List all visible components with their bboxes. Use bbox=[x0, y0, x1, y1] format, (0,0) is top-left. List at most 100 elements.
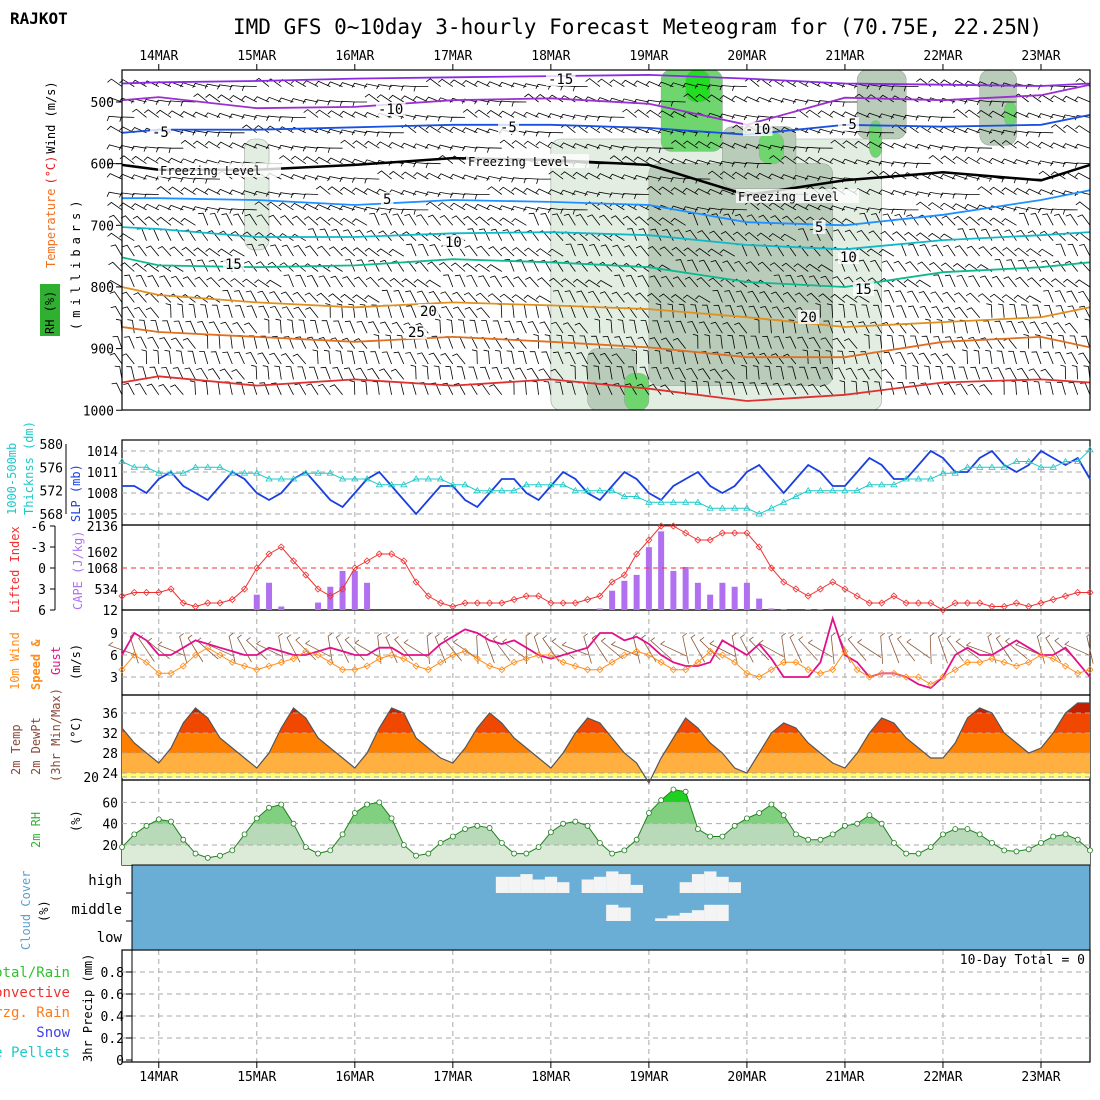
wind-barb bbox=[217, 248, 233, 257]
isotherm--10 bbox=[121, 83, 1091, 126]
wind-barb bbox=[1017, 321, 1030, 334]
wind-barb bbox=[438, 202, 454, 211]
wind-barb bbox=[564, 351, 576, 365]
wind-barb bbox=[835, 320, 846, 334]
wind-barb-10m bbox=[344, 636, 365, 661]
wind-barb bbox=[204, 206, 221, 213]
wind-barb bbox=[1030, 213, 1042, 226]
wind-barb bbox=[841, 158, 858, 165]
rh-marker bbox=[915, 850, 922, 857]
wind-barb bbox=[566, 381, 576, 395]
wind-barb bbox=[854, 112, 870, 118]
rh-marker bbox=[645, 810, 652, 816]
wind-barb bbox=[376, 84, 392, 90]
rh-marker bbox=[719, 833, 726, 840]
wind-barb bbox=[683, 294, 699, 303]
wind-barb bbox=[229, 249, 245, 257]
wind-barb bbox=[514, 229, 527, 241]
wind-barb bbox=[1077, 214, 1091, 226]
rh-marker bbox=[682, 788, 689, 795]
wind-barb-10m bbox=[542, 635, 560, 662]
li-tick-label: 3 bbox=[38, 583, 46, 598]
wind-barb bbox=[193, 93, 209, 103]
thickness-marker bbox=[951, 469, 959, 476]
wind-barb bbox=[263, 318, 270, 334]
li-marker bbox=[890, 592, 898, 600]
thickness-marker bbox=[828, 486, 837, 494]
wind-speed-marker bbox=[437, 658, 445, 666]
wind-barb bbox=[535, 295, 552, 303]
wind-barb bbox=[180, 205, 196, 211]
rh-marker bbox=[388, 815, 395, 822]
wind-barb bbox=[237, 334, 245, 349]
wind-barb bbox=[744, 162, 760, 168]
wind-barb bbox=[904, 231, 919, 242]
wind-barb bbox=[327, 217, 343, 226]
wind-barb-10m bbox=[278, 632, 285, 664]
wind-barb bbox=[829, 176, 845, 183]
wind-barb bbox=[431, 335, 441, 349]
wind-barb bbox=[404, 213, 417, 226]
wind-barb bbox=[905, 261, 919, 272]
wind-barb bbox=[353, 338, 368, 349]
wind-barb bbox=[339, 129, 355, 135]
thickness-marker bbox=[657, 498, 665, 505]
thickness-marker bbox=[718, 504, 727, 511]
wind-barb bbox=[854, 93, 870, 103]
cape-bar bbox=[645, 547, 652, 610]
contour-label: 25 bbox=[408, 325, 425, 341]
wind-barb bbox=[842, 101, 858, 107]
wind-barb bbox=[707, 170, 723, 180]
wind-barb bbox=[1016, 229, 1030, 241]
cape-bar bbox=[596, 608, 603, 610]
wind-barb bbox=[405, 351, 417, 365]
wind-barb bbox=[719, 189, 735, 195]
wind-barb bbox=[771, 306, 785, 319]
wind-barb bbox=[661, 337, 674, 349]
wind-barb bbox=[145, 307, 160, 319]
wind-barb-10m bbox=[1086, 633, 1094, 664]
wind-barb bbox=[156, 216, 172, 226]
wind-barb bbox=[504, 258, 515, 272]
wind-barb bbox=[474, 109, 490, 118]
wind-barb bbox=[282, 382, 294, 395]
temp-tick-label: 36 bbox=[102, 707, 118, 722]
precip-labels: Total/Rain Convective Frzg. Rain Snow Ic… bbox=[0, 953, 1085, 1062]
wind-barb bbox=[1005, 367, 1017, 380]
wind-barb bbox=[939, 173, 956, 180]
wind-barb bbox=[335, 350, 343, 365]
wind-speed-marker bbox=[240, 662, 249, 670]
wind-barb bbox=[192, 140, 209, 149]
wind-barb bbox=[201, 380, 209, 395]
upper-air-labels: Temperature(°C)Wind (m/s) RH (%) (millib… bbox=[40, 81, 83, 336]
wind-barb bbox=[853, 159, 870, 165]
wind-barb bbox=[684, 276, 699, 288]
wind-speed-marker bbox=[559, 658, 567, 666]
wind-barb bbox=[364, 130, 380, 136]
wind-barb bbox=[229, 142, 245, 149]
wind-barb bbox=[148, 228, 160, 241]
wind-barb bbox=[719, 160, 735, 167]
wind-barb bbox=[412, 114, 429, 120]
wind-barb-10m bbox=[731, 632, 738, 664]
thickness-marker bbox=[853, 486, 861, 494]
li-tick-label: -3 bbox=[30, 541, 46, 556]
rh-marker bbox=[376, 799, 383, 806]
wind-speed-marker bbox=[927, 680, 935, 688]
rh-marker bbox=[780, 812, 787, 819]
wind-barb bbox=[481, 320, 490, 334]
wind-barb bbox=[743, 96, 760, 103]
wind-barb bbox=[867, 277, 882, 288]
wind-barb-10m bbox=[748, 636, 770, 661]
wind-barb bbox=[510, 205, 527, 211]
wind-barb bbox=[805, 109, 821, 118]
wind-barb bbox=[501, 275, 515, 288]
wind-barb bbox=[637, 275, 650, 288]
wind-barb-10m bbox=[179, 633, 188, 664]
wind-barb bbox=[280, 215, 294, 226]
wind-barb bbox=[1051, 231, 1066, 241]
rh-marker bbox=[462, 826, 468, 832]
wind-barb bbox=[366, 230, 380, 241]
wind-barb bbox=[964, 156, 980, 165]
wind-barb bbox=[134, 245, 147, 257]
